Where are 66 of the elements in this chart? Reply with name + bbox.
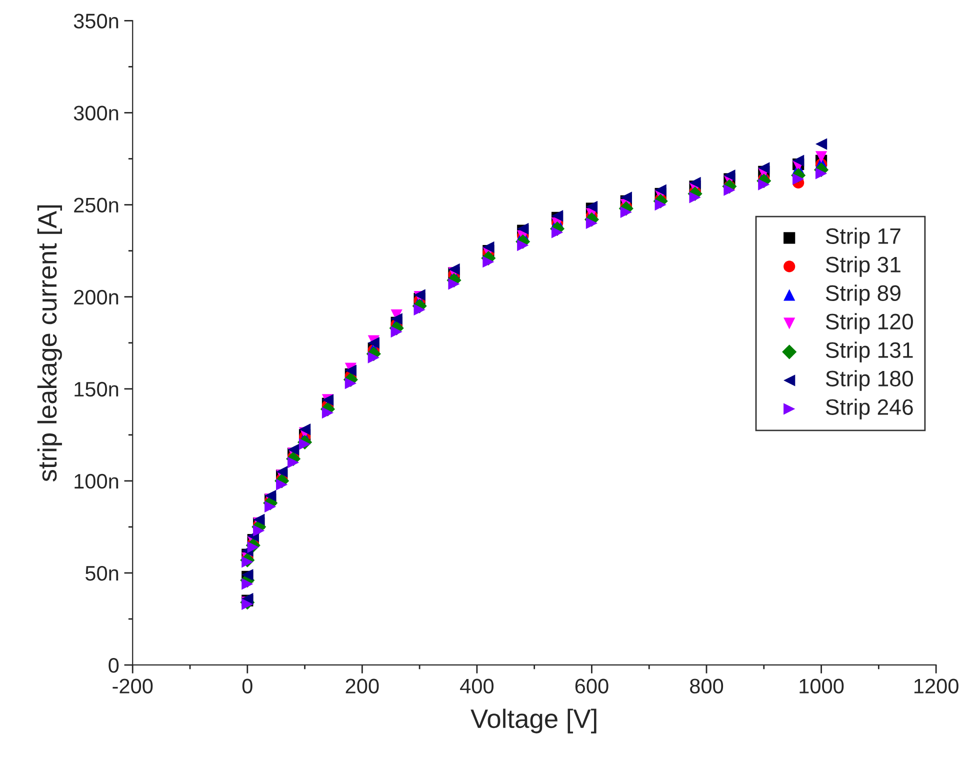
point xyxy=(253,514,265,526)
point xyxy=(758,178,770,190)
point xyxy=(344,378,357,390)
point xyxy=(414,304,426,316)
y-tick-label: 300n xyxy=(74,106,118,121)
point xyxy=(758,162,770,174)
y-axis-title: strip leakage current [A] xyxy=(37,205,62,482)
legend-label: Strip 31 xyxy=(826,256,900,277)
x-tick-label: 0 xyxy=(242,678,252,694)
point xyxy=(264,500,276,512)
point xyxy=(368,352,380,364)
point xyxy=(620,192,632,204)
point xyxy=(242,578,254,590)
point xyxy=(689,192,701,204)
point xyxy=(654,198,666,211)
point xyxy=(482,256,494,268)
point xyxy=(792,154,804,166)
x-tick-label: 1000 xyxy=(800,678,844,694)
point xyxy=(276,466,288,478)
legend-label: Strip 180 xyxy=(826,370,913,391)
point xyxy=(517,239,529,252)
point xyxy=(322,406,334,419)
point xyxy=(815,168,828,180)
point xyxy=(390,313,402,325)
point xyxy=(815,138,828,150)
y-tick-label: 250n xyxy=(74,198,118,213)
y-tick-label: 350n xyxy=(74,14,118,28)
point xyxy=(654,184,666,196)
y-tick-label: 0 xyxy=(108,658,119,673)
point xyxy=(620,206,632,218)
x-tick-label: -200 xyxy=(112,678,153,694)
legend-label: Strip 131 xyxy=(826,342,913,362)
point xyxy=(448,278,460,290)
x-tick-label: 600 xyxy=(575,678,608,694)
x-tick-label: 800 xyxy=(690,678,724,694)
point xyxy=(482,241,494,253)
point xyxy=(724,170,736,182)
legend-label: Strip 17 xyxy=(826,228,900,248)
point xyxy=(253,524,265,536)
legend-label: Strip 89 xyxy=(826,284,900,306)
point xyxy=(390,326,402,338)
point xyxy=(298,424,311,436)
y-tick-label: 50n xyxy=(86,566,118,581)
point xyxy=(551,226,564,238)
point xyxy=(586,217,598,230)
x-tick-label: 1200 xyxy=(914,678,958,694)
x-tick-label: 400 xyxy=(460,678,494,694)
point xyxy=(247,541,259,553)
y-tick-label: 150n xyxy=(74,382,118,397)
x-tick-label: 200 xyxy=(346,678,379,694)
point xyxy=(448,263,460,276)
point xyxy=(287,444,300,456)
point xyxy=(287,456,300,468)
point xyxy=(724,184,736,196)
point xyxy=(792,173,804,185)
point xyxy=(242,556,254,568)
point xyxy=(264,490,276,502)
y-tick-label: 100n xyxy=(74,474,118,489)
point xyxy=(298,438,311,450)
y-tick-label: 200n xyxy=(74,290,118,305)
point xyxy=(689,176,701,189)
legend-label: Strip 246 xyxy=(826,398,913,420)
x-axis-title: Voltage [V] xyxy=(470,708,596,734)
point xyxy=(815,151,828,163)
legend-label: Strip 120 xyxy=(826,313,913,334)
point xyxy=(276,478,288,490)
